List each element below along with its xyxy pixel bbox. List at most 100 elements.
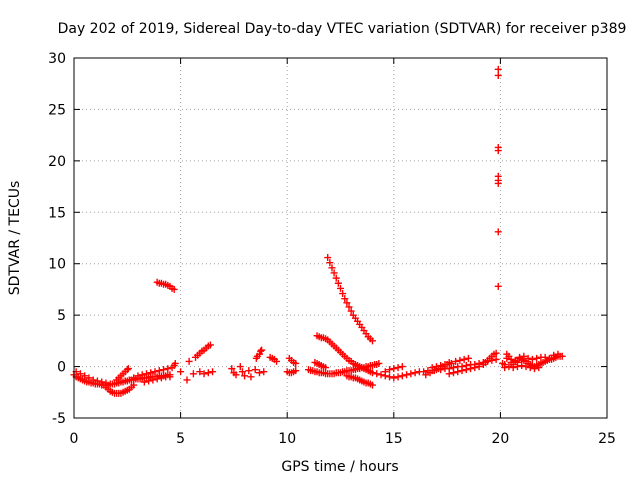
y-tick-label: 10 xyxy=(48,257,66,273)
data-point xyxy=(130,374,138,382)
data-point xyxy=(341,295,349,303)
data-point xyxy=(368,369,376,377)
data-point xyxy=(509,364,517,372)
data-point xyxy=(257,347,265,355)
data-point xyxy=(505,363,513,371)
data-point xyxy=(550,351,558,359)
data-point xyxy=(541,353,549,361)
data-point xyxy=(273,357,281,365)
data-point xyxy=(170,285,178,293)
data-point xyxy=(432,363,440,371)
data-point xyxy=(554,350,562,358)
data-point xyxy=(326,259,334,267)
data-point xyxy=(251,366,259,374)
y-tick-label: 0 xyxy=(57,360,66,376)
data-point xyxy=(241,372,249,380)
x-axis-label: GPS time / hours xyxy=(281,459,398,475)
data-point xyxy=(130,381,138,389)
data-point xyxy=(452,357,460,365)
data-point xyxy=(196,368,204,376)
data-points xyxy=(70,65,566,397)
data-point xyxy=(334,279,342,287)
data-point xyxy=(445,370,453,378)
data-point xyxy=(204,369,212,377)
data-point xyxy=(520,352,528,360)
data-point xyxy=(343,299,351,307)
data-point xyxy=(494,228,502,236)
data-point xyxy=(494,71,502,79)
data-point xyxy=(411,369,419,377)
data-point xyxy=(390,374,398,382)
data-point xyxy=(245,367,253,375)
data-point xyxy=(494,179,502,187)
data-point xyxy=(467,365,475,373)
data-point xyxy=(123,366,131,374)
data-point xyxy=(157,374,165,382)
chart-title: Day 202 of 2019, Sidereal Day-to-day VTE… xyxy=(58,21,627,37)
data-point xyxy=(142,370,150,378)
data-point xyxy=(535,364,543,372)
data-point xyxy=(407,370,415,378)
data-point xyxy=(368,337,376,345)
data-point xyxy=(494,147,502,155)
x-tick-label: 5 xyxy=(176,431,185,447)
data-point xyxy=(531,365,539,373)
data-point xyxy=(206,341,214,349)
data-point xyxy=(155,367,163,375)
data-point xyxy=(164,365,172,373)
data-point xyxy=(76,370,84,378)
data-point xyxy=(328,264,336,272)
data-point xyxy=(160,366,168,374)
data-point xyxy=(93,377,101,385)
data-point xyxy=(449,369,457,377)
data-point xyxy=(398,363,406,371)
y-tick-label: 25 xyxy=(48,102,66,118)
data-point xyxy=(189,370,197,378)
data-point xyxy=(464,354,472,362)
data-point xyxy=(494,282,502,290)
data-point xyxy=(330,269,338,277)
data-point xyxy=(89,376,97,384)
y-tick-label: 5 xyxy=(57,308,66,324)
data-point xyxy=(456,356,464,364)
data-point xyxy=(322,364,330,372)
data-point xyxy=(177,368,185,376)
axis-ticks xyxy=(73,57,608,419)
data-point xyxy=(471,364,479,372)
data-point xyxy=(458,367,466,375)
data-point xyxy=(454,368,462,376)
data-point xyxy=(85,374,93,382)
x-tick-label: 25 xyxy=(598,431,616,447)
plot-frame xyxy=(73,57,608,419)
data-point xyxy=(255,350,263,358)
data-point xyxy=(511,356,519,364)
data-point xyxy=(475,363,483,371)
data-point xyxy=(533,354,541,362)
x-tick-label: 15 xyxy=(385,431,403,447)
x-tick-label: 0 xyxy=(70,431,79,447)
data-point xyxy=(386,373,394,381)
data-point xyxy=(460,355,468,363)
data-point xyxy=(513,363,521,371)
data-point xyxy=(377,371,385,379)
data-point xyxy=(503,354,511,362)
grid-lines xyxy=(74,58,607,418)
data-point xyxy=(228,365,236,373)
data-point xyxy=(171,359,179,367)
x-tick-label: 20 xyxy=(491,431,509,447)
data-point xyxy=(149,376,157,384)
data-point xyxy=(522,363,530,371)
data-point xyxy=(528,355,536,363)
data-point xyxy=(526,364,534,372)
data-point xyxy=(292,359,300,367)
data-point xyxy=(386,366,394,374)
data-point xyxy=(324,254,332,262)
data-point xyxy=(339,290,347,298)
data-point xyxy=(445,358,453,366)
data-point xyxy=(516,353,524,361)
data-point xyxy=(121,377,129,385)
data-point xyxy=(518,362,526,370)
data-point xyxy=(236,363,244,371)
